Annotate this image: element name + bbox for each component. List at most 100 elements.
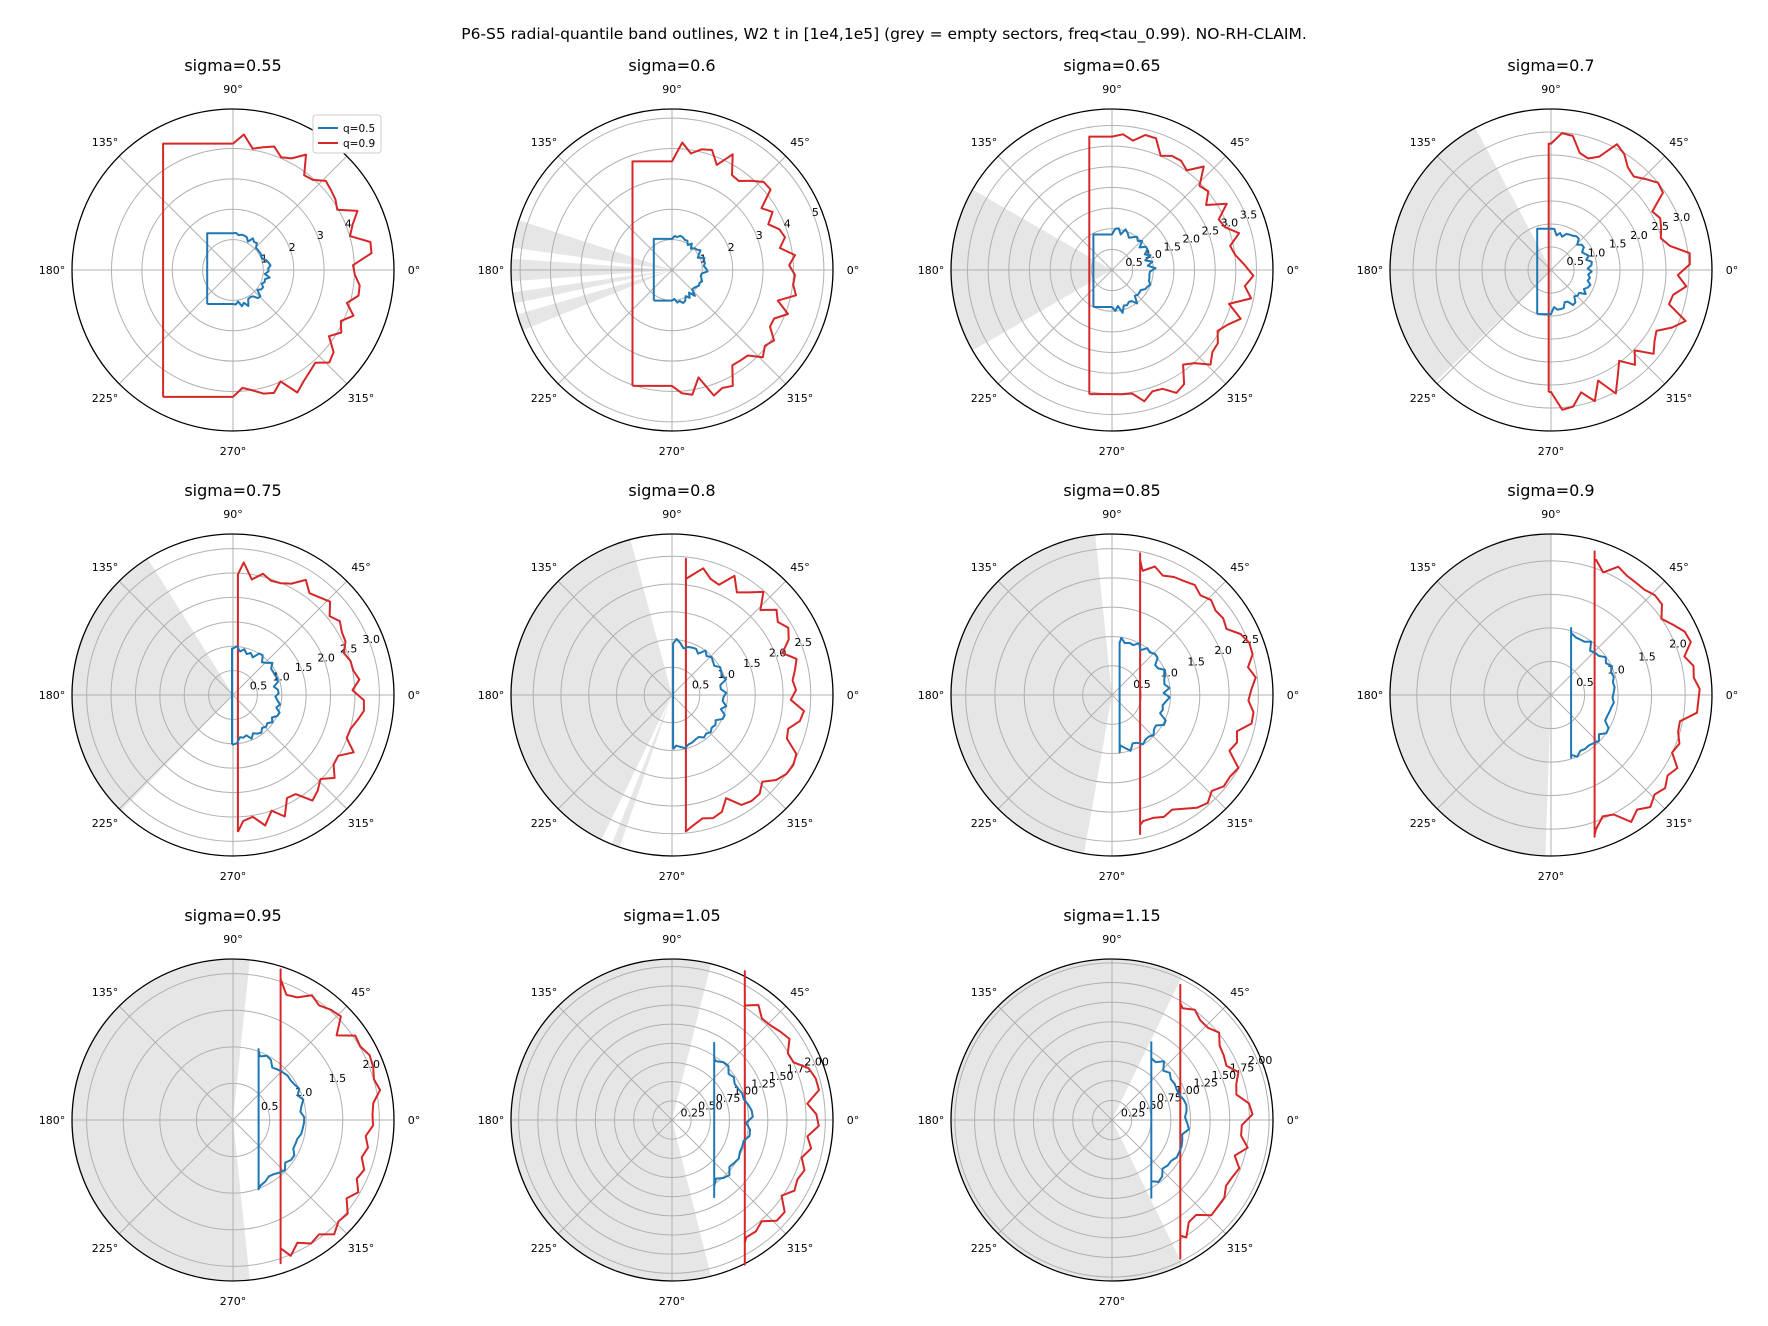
q50-outline <box>1570 627 1616 759</box>
figure-title: P6-S5 radial-quantile band outlines, W2 … <box>461 25 1307 44</box>
empty-sector <box>611 695 672 848</box>
radial-tick-label: 3 <box>317 229 324 242</box>
angle-tick-label: 135° <box>531 561 558 574</box>
angular-grid-line <box>232 580 348 696</box>
q50-outline <box>1536 227 1593 316</box>
angle-tick-label: 180° <box>39 689 66 702</box>
radial-tick-label: 1.50 <box>769 1070 794 1083</box>
angle-tick-label: 135° <box>92 986 119 999</box>
polar-frame <box>510 533 834 857</box>
angle-tick-label: 90° <box>223 83 243 96</box>
angle-tick-label: 90° <box>1102 508 1122 521</box>
angular-grid-line <box>1436 694 1552 810</box>
panel-title: sigma=0.55 <box>184 56 281 75</box>
empty-sector <box>1390 127 1551 382</box>
polar-frame <box>510 958 834 1282</box>
angle-tick-label: 315° <box>1227 392 1254 405</box>
radial-tick-label: 0.5 <box>1133 678 1151 691</box>
angular-grid-line <box>118 1119 234 1235</box>
panel-title: sigma=1.05 <box>623 906 720 925</box>
angle-tick-label: 45° <box>1230 561 1250 574</box>
radial-tick-label: 2 <box>289 241 296 254</box>
angle-tick-label: 0° <box>408 689 421 702</box>
panel-title: sigma=0.65 <box>1063 56 1160 75</box>
angle-tick-label: 270° <box>659 870 686 883</box>
angle-tick-label: 270° <box>220 1295 247 1308</box>
angle-tick-label: 0° <box>1287 689 1300 702</box>
angle-tick-label: 0° <box>1287 264 1300 277</box>
angle-tick-label: 225° <box>531 817 558 830</box>
radial-tick-label: 1.5 <box>743 657 761 670</box>
angle-tick-label: 180° <box>39 1114 66 1127</box>
angle-tick-label: 270° <box>1538 870 1565 883</box>
angular-grid-line <box>1111 1005 1227 1121</box>
angular-grid-line <box>557 1005 673 1121</box>
angle-tick-label: 45° <box>790 136 810 149</box>
angle-tick-label: 45° <box>790 561 810 574</box>
radial-tick-label: 3.0 <box>1221 217 1239 230</box>
angle-tick-label: 180° <box>1357 264 1384 277</box>
polar-panel: 0°45°90°135°180°225°270°315°1234sigma=0.… <box>39 56 421 458</box>
angle-tick-label: 225° <box>92 1242 119 1255</box>
angle-tick-label: 45° <box>351 561 371 574</box>
radial-tick-label: 1.00 <box>734 1085 759 1098</box>
radial-tick-label: 2.0 <box>362 1058 380 1071</box>
angle-tick-label: 45° <box>1230 986 1250 999</box>
radial-tick-label: 2.5 <box>1202 225 1220 238</box>
angle-tick-label: 225° <box>92 817 119 830</box>
radial-tick-label: 1.00 <box>1175 1084 1200 1097</box>
radial-tick-label: 2 <box>728 241 735 254</box>
polar-frame <box>71 533 395 857</box>
radial-tick-label: 2.5 <box>1241 633 1259 646</box>
angular-grid-line <box>557 580 673 696</box>
angular-grid-line <box>997 1119 1113 1235</box>
q90-outline <box>162 133 373 398</box>
angular-grid-line <box>232 269 348 385</box>
angle-tick-label: 315° <box>1227 817 1254 830</box>
polar-panel: 0° 45° 90° 135° 180° 225° 270° 315° 0.250.500.75… <box>478 906 860 1308</box>
angle-tick-label: 45° <box>1669 136 1689 149</box>
angular-grid-line <box>118 580 234 696</box>
angle-tick-label: 0° <box>847 1114 860 1127</box>
angular-grid-line <box>232 1119 348 1235</box>
angle-tick-label: 225° <box>971 1242 998 1255</box>
radial-tick-label: 1.5 <box>1609 238 1627 251</box>
polar-frame <box>1389 108 1713 432</box>
polar-frame <box>950 533 1274 857</box>
angular-grid-line <box>997 694 1113 810</box>
polar-frame <box>71 958 395 1282</box>
radial-tick-label: 3 <box>756 229 763 242</box>
radial-tick-label: 1.25 <box>1193 1076 1218 1089</box>
q50-outline <box>206 231 272 308</box>
q90-outline <box>1088 133 1255 403</box>
angular-grid-line <box>671 1005 787 1121</box>
radial-tick-label: 2.0 <box>1183 232 1201 245</box>
q50-outline <box>257 1048 306 1191</box>
polar-frame <box>1389 533 1713 857</box>
angle-tick-label: 270° <box>659 1295 686 1308</box>
angle-tick-label: 180° <box>918 689 945 702</box>
polar-panel: 0°45°90°135°180°225°270°315°0.51.01.52.0… <box>478 481 860 883</box>
angular-grid-line <box>671 694 787 810</box>
radial-tick-label: 0.5 <box>250 680 268 693</box>
angular-grid-line <box>1111 580 1227 696</box>
angular-grid-line <box>118 155 234 271</box>
angle-tick-label: 0° <box>847 264 860 277</box>
angular-grid-line <box>671 155 787 271</box>
radial-tick-label: 1 <box>700 252 707 265</box>
radial-tick-label: 1.0 <box>272 670 290 683</box>
angular-grid-line <box>997 1005 1113 1121</box>
q90-outline <box>1179 983 1254 1260</box>
radial-tick-label: 3.0 <box>1673 211 1691 224</box>
angle-tick-label: 315° <box>787 1242 814 1255</box>
radial-tick-label: 3.0 <box>362 633 380 646</box>
q90-outline <box>1139 552 1257 835</box>
radial-tick-label: 1.5 <box>1638 650 1656 663</box>
radial-tick-label: 5 <box>812 206 819 219</box>
angle-tick-label: 135° <box>92 136 119 149</box>
q50-outline <box>1092 227 1157 314</box>
polar-panel: 0°45°90°135°180°225°270°315°0.51.01.52.0… <box>918 481 1300 883</box>
radial-tick-label: 2.5 <box>340 642 358 655</box>
panel-title: sigma=0.8 <box>628 481 715 500</box>
angle-tick-label: 225° <box>1410 817 1437 830</box>
